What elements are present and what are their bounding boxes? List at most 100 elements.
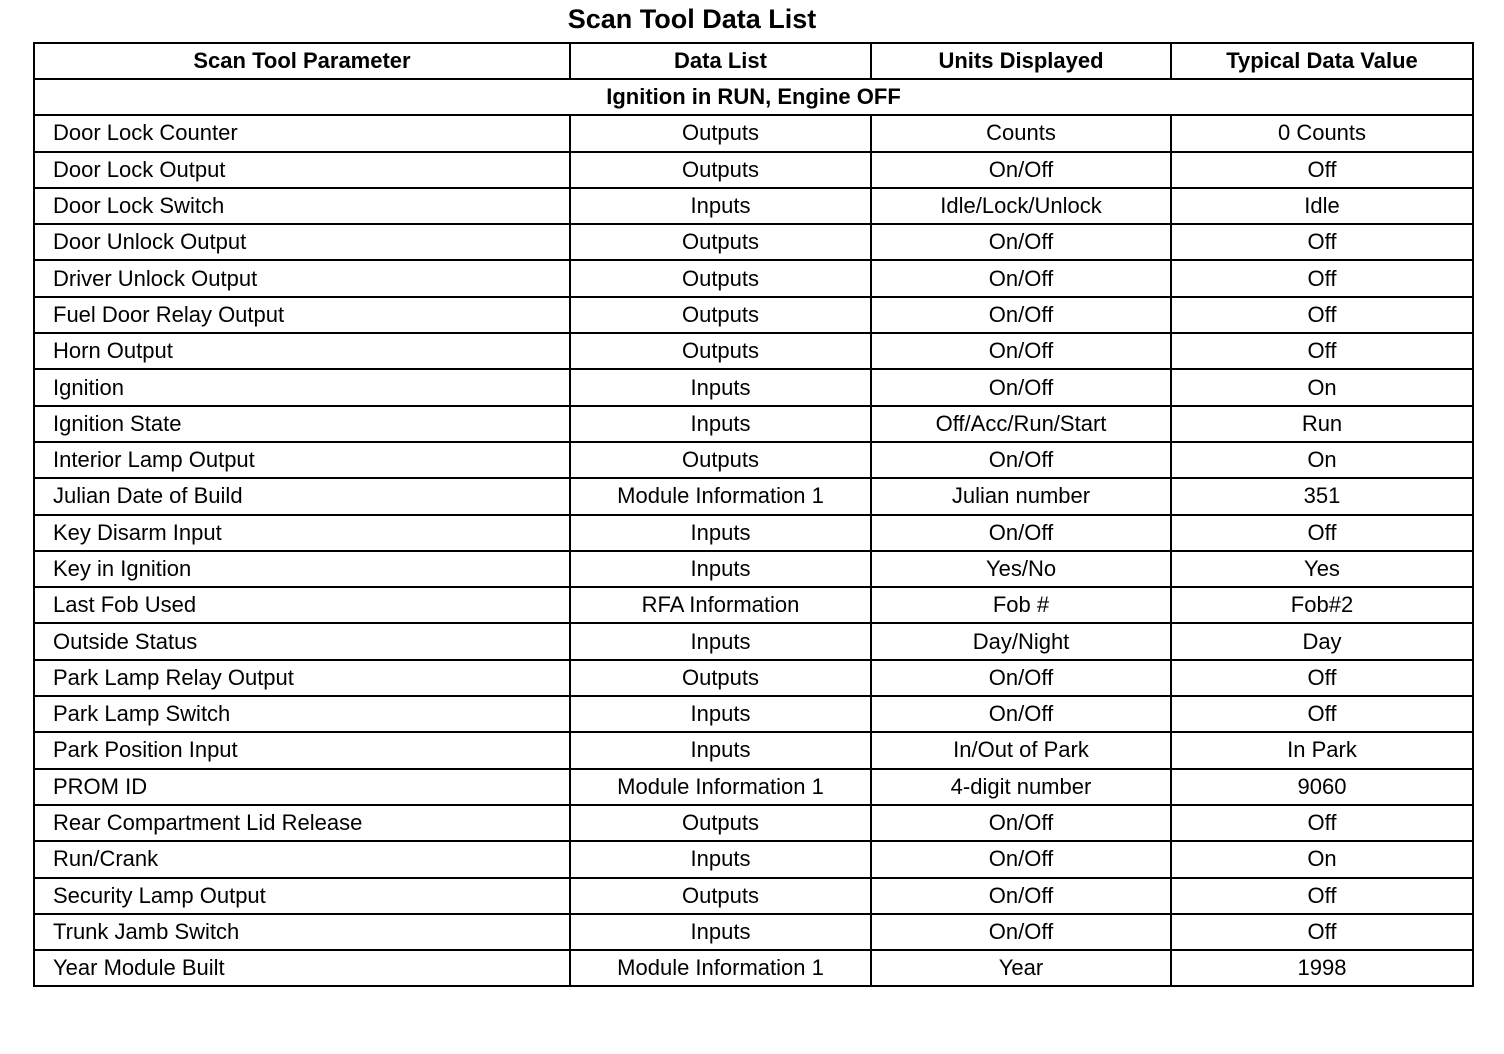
typical-value-cell: Off: [1170, 695, 1474, 734]
parameter-cell: Interior Lamp Output: [33, 440, 571, 480]
parameter-cell: Door Lock Switch: [33, 186, 571, 226]
parameter-cell: Julian Date of Build: [33, 477, 571, 516]
typical-value-cell: On: [1170, 840, 1474, 879]
data-list-cell: Inputs: [569, 513, 872, 552]
typical-value-cell: On: [1170, 440, 1474, 480]
table-row: Ignition Inputs On/Off On: [33, 368, 1474, 407]
table-row: Door Unlock Output Outputs On/Off Off: [33, 223, 1474, 262]
units-cell: On/Off: [870, 658, 1172, 698]
column-header: Units Displayed: [870, 42, 1172, 80]
table-row: PROM ID Module Information 1 4-digit numbe…: [33, 767, 1474, 806]
units-cell: On/Off: [870, 513, 1172, 552]
parameter-cell: Year Module Built: [33, 949, 571, 988]
units-cell: Fob #: [870, 586, 1172, 625]
data-list-cell: Module Information 1: [569, 949, 872, 988]
data-list-cell: Outputs: [569, 114, 872, 153]
parameter-cell: Park Lamp Switch: [33, 695, 571, 734]
parameter-cell: Fuel Door Relay Output: [33, 295, 571, 335]
data-list-cell: Inputs: [569, 368, 872, 407]
units-cell: In/Out of Park: [870, 731, 1172, 770]
typical-value-cell: 1998: [1170, 949, 1474, 988]
column-header: Scan Tool Parameter: [33, 42, 571, 80]
typical-value-cell: On: [1170, 368, 1474, 407]
typical-value-cell: Off: [1170, 513, 1474, 552]
table-row: Security Lamp Output Outputs On/Off Off: [33, 876, 1474, 915]
data-list-cell: Inputs: [569, 404, 872, 443]
table-row: Fuel Door Relay Output Outputs On/Off Off: [33, 295, 1474, 335]
scan-tool-data-table: Scan Tool Parameter Data List Units Disp…: [33, 42, 1474, 988]
typical-value-cell: Yes: [1170, 549, 1474, 589]
table-row: Door Lock Output Outputs On/Off Off: [33, 150, 1474, 189]
data-list-cell: Outputs: [569, 440, 872, 480]
section-label: Ignition in RUN, Engine OFF: [33, 77, 1474, 117]
units-cell: On/Off: [870, 332, 1172, 371]
typical-value-cell: Off: [1170, 150, 1474, 189]
units-cell: Idle/Lock/Unlock: [870, 186, 1172, 226]
table-row: Horn Output Outputs On/Off Off: [33, 332, 1474, 371]
table-row: Julian Date of Build Module Information 1…: [33, 477, 1474, 516]
typical-value-cell: Off: [1170, 658, 1474, 698]
data-list-cell: Outputs: [569, 332, 872, 371]
data-list-cell: Outputs: [569, 150, 872, 189]
data-list-cell: Inputs: [569, 549, 872, 589]
data-list-cell: Outputs: [569, 658, 872, 698]
table-row: Door Lock Counter Outputs Counts 0 Counts: [33, 114, 1474, 153]
units-cell: On/Off: [870, 440, 1172, 480]
units-cell: On/Off: [870, 295, 1172, 335]
column-header: Data List: [569, 42, 872, 80]
parameter-cell: Ignition State: [33, 404, 571, 443]
table-row: Park Lamp Switch Inputs On/Off Off: [33, 695, 1474, 734]
parameter-cell: PROM ID: [33, 767, 571, 806]
units-cell: Off/Acc/Run/Start: [870, 404, 1172, 443]
data-list-cell: Outputs: [569, 876, 872, 915]
data-list-cell: Inputs: [569, 731, 872, 770]
data-list-cell: Inputs: [569, 186, 872, 226]
units-cell: On/Off: [870, 912, 1172, 952]
typical-value-cell: Off: [1170, 332, 1474, 371]
table-row: Run/Crank Inputs On/Off On: [33, 840, 1474, 879]
typical-value-cell: Off: [1170, 803, 1474, 843]
table-row: Door Lock Switch Inputs Idle/Lock/Unlock Id…: [33, 186, 1474, 226]
data-list-cell: Inputs: [569, 622, 872, 661]
units-cell: On/Off: [870, 150, 1172, 189]
table-row: Last Fob Used RFA Information Fob # Fob#2: [33, 586, 1474, 625]
typical-value-cell: Day: [1170, 622, 1474, 661]
typical-value-cell: Off: [1170, 223, 1474, 262]
column-header: Typical Data Value: [1170, 42, 1474, 80]
parameter-cell: Outside Status: [33, 622, 571, 661]
typical-value-cell: Off: [1170, 259, 1474, 298]
data-list-cell: Outputs: [569, 295, 872, 335]
parameter-cell: Run/Crank: [33, 840, 571, 879]
data-list-cell: Inputs: [569, 695, 872, 734]
page-title: Scan Tool Data List: [567, 4, 817, 34]
header-row: Scan Tool Parameter Data List Units Disp…: [33, 42, 1474, 80]
units-cell: 4-digit number: [870, 767, 1172, 806]
parameter-cell: Ignition: [33, 368, 571, 407]
section-row: Ignition in RUN, Engine OFF: [33, 77, 1474, 117]
parameter-cell: Door Lock Counter: [33, 114, 571, 153]
table-row: Park Position Input Inputs In/Out of Park I…: [33, 731, 1474, 770]
table-row: Outside Status Inputs Day/Night Day: [33, 622, 1474, 661]
data-list-cell: Outputs: [569, 259, 872, 298]
table-row: Key in Ignition Inputs Yes/No Yes: [33, 549, 1474, 589]
data-list-cell: Module Information 1: [569, 767, 872, 806]
units-cell: Yes/No: [870, 549, 1172, 589]
parameter-cell: Park Position Input: [33, 731, 571, 770]
table-row: Rear Compartment Lid Release Outputs On/Of…: [33, 803, 1474, 843]
units-cell: Year: [870, 949, 1172, 988]
units-cell: On/Off: [870, 840, 1172, 879]
units-cell: On/Off: [870, 803, 1172, 843]
units-cell: On/Off: [870, 695, 1172, 734]
parameter-cell: Park Lamp Relay Output: [33, 658, 571, 698]
parameter-cell: Horn Output: [33, 332, 571, 371]
table-row: Year Module Built Module Information 1 Yea…: [33, 949, 1474, 988]
typical-value-cell: 9060: [1170, 767, 1474, 806]
parameter-cell: Rear Compartment Lid Release: [33, 803, 571, 843]
units-cell: On/Off: [870, 876, 1172, 915]
data-list-cell: Outputs: [569, 223, 872, 262]
typical-value-cell: Run: [1170, 404, 1474, 443]
table-row: Driver Unlock Output Outputs On/Off Off: [33, 259, 1474, 298]
typical-value-cell: In Park: [1170, 731, 1474, 770]
parameter-cell: Key Disarm Input: [33, 513, 571, 552]
table-row: Interior Lamp Output Outputs On/Off On: [33, 440, 1474, 480]
